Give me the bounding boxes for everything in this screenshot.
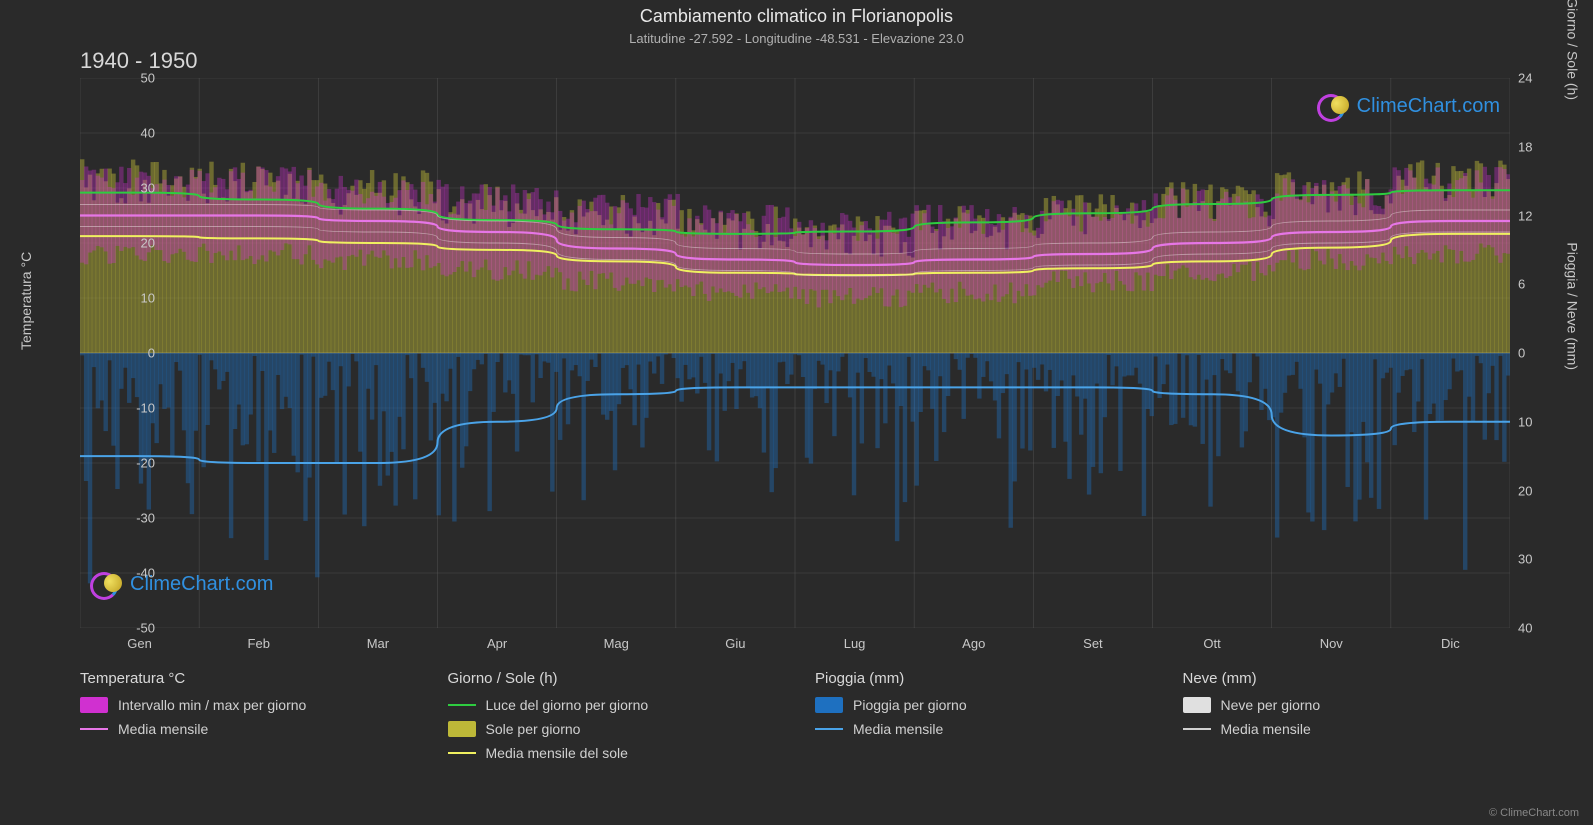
legend-label: Media mensile	[118, 721, 208, 737]
legend-item: Luce del giorno per giorno	[448, 697, 776, 713]
month-tick: Gen	[127, 636, 152, 651]
legend-swatch	[815, 697, 843, 713]
month-tick: Mag	[604, 636, 629, 651]
left-tick: 10	[115, 291, 155, 306]
watermark-top: ClimeChart.com	[1317, 92, 1500, 120]
right-bottom-tick: 20	[1518, 483, 1532, 498]
right-top-tick: 6	[1518, 277, 1525, 292]
left-tick: 30	[115, 181, 155, 196]
month-tick: Set	[1083, 636, 1103, 651]
month-tick: Ago	[962, 636, 985, 651]
left-tick: 40	[115, 126, 155, 141]
legend: Temperatura °C Intervallo min / max per …	[80, 670, 1510, 769]
legend-swatch	[1183, 697, 1211, 713]
month-tick: Giu	[725, 636, 745, 651]
legend-col-day: Giorno / Sole (h) Luce del giorno per gi…	[448, 670, 776, 769]
legend-swatch	[1183, 728, 1211, 730]
chart-area: ClimeChart.com ClimeChart.com	[80, 78, 1510, 628]
y-axis-right-bottom-label: Pioggia / Neve (mm)	[1565, 242, 1581, 370]
left-tick: -50	[115, 621, 155, 636]
right-bottom-tick: 40	[1518, 621, 1532, 636]
right-top-tick: 0	[1518, 346, 1525, 361]
month-tick: Lug	[844, 636, 866, 651]
month-tick: Feb	[248, 636, 270, 651]
legend-title: Temperatura °C	[80, 670, 408, 687]
legend-item: Media mensile	[1183, 721, 1511, 737]
legend-label: Sole per giorno	[486, 721, 581, 737]
legend-col-rain: Pioggia (mm) Pioggia per giorno Media men…	[815, 670, 1143, 769]
legend-swatch	[815, 728, 843, 730]
legend-label: Media mensile	[853, 721, 943, 737]
month-tick: Apr	[487, 636, 507, 651]
month-tick: Mar	[367, 636, 389, 651]
left-tick: -40	[115, 566, 155, 581]
legend-item: Sole per giorno	[448, 721, 776, 737]
left-tick: 50	[115, 71, 155, 86]
left-tick: 20	[115, 236, 155, 251]
climechart-logo-icon	[1317, 92, 1351, 120]
left-tick: -10	[115, 401, 155, 416]
legend-swatch	[448, 752, 476, 754]
watermark-text: ClimeChart.com	[1357, 95, 1500, 118]
legend-title: Neve (mm)	[1183, 670, 1511, 687]
right-top-tick: 12	[1518, 208, 1532, 223]
legend-item: Pioggia per giorno	[815, 697, 1143, 713]
legend-label: Luce del giorno per giorno	[486, 697, 649, 713]
legend-swatch	[448, 721, 476, 737]
month-tick: Dic	[1441, 636, 1460, 651]
month-tick: Ott	[1203, 636, 1220, 651]
right-bottom-tick: 30	[1518, 552, 1532, 567]
legend-label: Pioggia per giorno	[853, 697, 967, 713]
left-tick: 0	[115, 346, 155, 361]
right-bottom-tick: 10	[1518, 414, 1532, 429]
chart-title: Cambiamento climatico in Florianopolis	[0, 0, 1593, 27]
copyright-label: © ClimeChart.com	[1489, 807, 1579, 819]
legend-swatch	[80, 728, 108, 730]
legend-col-temp: Temperatura °C Intervallo min / max per …	[80, 670, 408, 769]
month-tick: Nov	[1320, 636, 1343, 651]
right-top-tick: 24	[1518, 71, 1532, 86]
legend-item: Media mensile	[80, 721, 408, 737]
y-axis-left-label: Temperatura °C	[18, 252, 34, 350]
legend-label: Intervallo min / max per giorno	[118, 697, 306, 713]
legend-swatch	[448, 704, 476, 706]
legend-swatch	[80, 697, 108, 713]
legend-item: Media mensile del sole	[448, 745, 776, 761]
legend-label: Media mensile del sole	[486, 745, 628, 761]
legend-title: Giorno / Sole (h)	[448, 670, 776, 687]
legend-item: Media mensile	[815, 721, 1143, 737]
legend-label: Neve per giorno	[1221, 697, 1321, 713]
plot-svg	[80, 78, 1510, 628]
legend-item: Neve per giorno	[1183, 697, 1511, 713]
left-tick: -30	[115, 511, 155, 526]
left-tick: -20	[115, 456, 155, 471]
y-axis-right-top-label: Giorno / Sole (h)	[1565, 0, 1581, 100]
chart-subtitle: Latitudine -27.592 - Longitudine -48.531…	[0, 27, 1593, 46]
legend-label: Media mensile	[1221, 721, 1311, 737]
legend-item: Intervallo min / max per giorno	[80, 697, 408, 713]
legend-col-snow: Neve (mm) Neve per giorno Media mensile	[1183, 670, 1511, 769]
right-top-tick: 18	[1518, 139, 1532, 154]
legend-title: Pioggia (mm)	[815, 670, 1143, 687]
